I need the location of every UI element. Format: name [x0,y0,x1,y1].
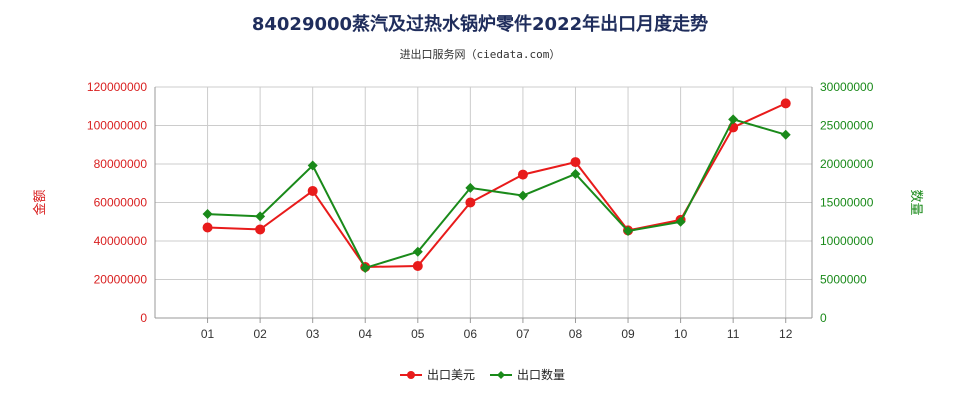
tick-labels: 0 0 20000000 5000000 40000000 10000000 6000000… [87,80,874,341]
legend-label: 出口美元 [427,368,475,382]
data-point-amount [517,169,528,180]
y-left-tick-label: 0 [140,311,147,325]
data-point-amount [412,261,423,272]
y-left-tick-label: 120000000 [87,80,147,94]
legend-marker-circle [407,371,415,379]
series-line [207,118,786,270]
x-tick-label: 03 [306,327,320,341]
y-right-tick-label: 30000000 [820,80,874,94]
x-tick-label: 11 [727,327,740,341]
data-point-amount [780,98,791,109]
data-point-amount [255,224,266,235]
axes [154,87,813,323]
y-left-tick-label: 40000000 [94,234,148,248]
grid-lines [155,86,812,318]
y-axis-right-label: 数量 [908,189,923,215]
x-tick-label: 01 [201,327,215,341]
x-tick-label: 10 [674,327,688,341]
data-point-quantity [465,182,476,193]
y-axis-left-label: 金额 [32,189,48,215]
data-point-quantity [307,160,318,171]
y-right-tick-label: 15000000 [820,196,874,210]
y-right-tick-label: 20000000 [820,157,874,171]
data-point-amount [202,222,213,233]
y-right-tick-label: 25000000 [820,119,874,133]
data-point-quantity [412,246,423,257]
data-point-quantity [255,211,266,222]
y-left-tick-label: 100000000 [87,119,147,133]
legend-marker-diamond [497,371,505,379]
data-point-amount [570,157,581,168]
x-tick-label: 09 [621,327,635,341]
y-left-tick-label: 80000000 [94,157,148,171]
chart-subtitle: 进出口服务网（ciedata.com） [400,47,561,61]
data-point-quantity [675,216,686,227]
x-tick-label: 07 [516,327,530,341]
x-tick-label: 06 [464,327,478,341]
y-right-tick-label: 10000000 [820,234,874,248]
x-tick-label: 04 [359,327,373,341]
data-point-quantity [202,209,213,220]
legend-label: 出口数量 [517,367,565,382]
data-point-quantity [570,169,581,180]
y-left-tick-label: 60000000 [94,196,148,210]
y-right-tick-label: 0 [820,311,827,325]
data-point-quantity [780,129,791,140]
x-tick-label: 08 [569,327,583,341]
data-point-amount [307,185,318,196]
data-point-quantity [728,114,739,125]
chart-title: 84029000蒸汽及过热水锅炉零件2022年出口月度走势 [252,13,708,35]
y-right-tick-label: 5000000 [820,273,867,287]
data-point-quantity [517,190,528,201]
series [202,98,791,273]
data-point-quantity [623,225,634,236]
x-tick-label: 02 [253,327,267,341]
data-point-amount [465,197,476,208]
y-left-tick-label: 20000000 [94,273,148,287]
legend: 出口美元 出口数量 [400,367,565,382]
x-tick-label: 05 [411,327,425,341]
x-tick-label: 12 [779,327,793,341]
data-point-quantity [360,262,371,273]
